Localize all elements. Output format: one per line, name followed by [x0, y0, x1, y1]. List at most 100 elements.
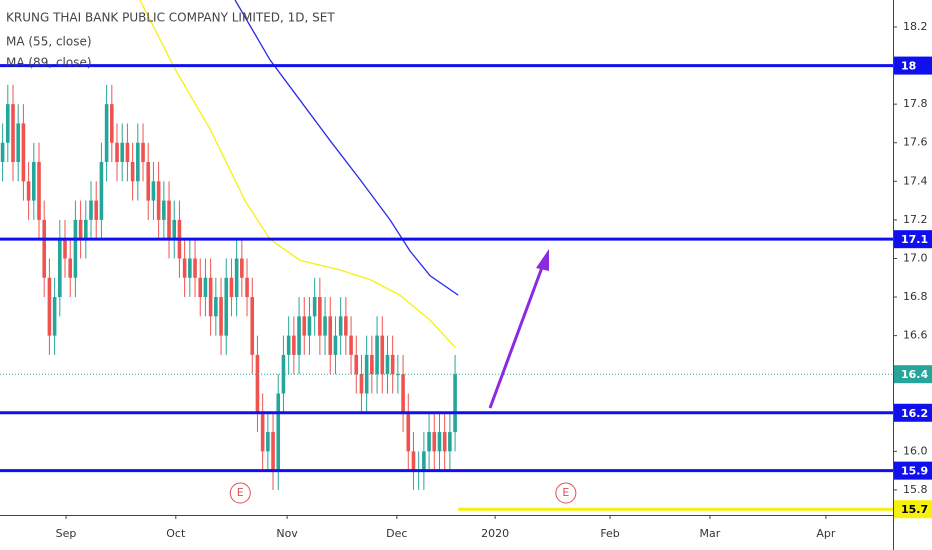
candle-body: [375, 335, 379, 375]
event-label: E: [237, 486, 244, 499]
candle-body: [172, 219, 177, 240]
candle-body: [115, 142, 119, 163]
candle-body: [411, 451, 416, 471]
candle-body: [354, 354, 359, 375]
event-marker: [555, 482, 577, 504]
candle-body: [162, 200, 166, 220]
candle-body: [6, 104, 10, 143]
candle-body: [21, 123, 26, 182]
candle-body: [146, 162, 151, 201]
candle-body: [338, 316, 343, 336]
moving-average: [139, 0, 456, 348]
candle-body: [214, 297, 218, 317]
candle-body: [323, 316, 327, 336]
candle-body: [370, 354, 374, 375]
candle-body: [292, 335, 296, 355]
candle-body: [385, 354, 390, 375]
candle-body: [89, 200, 93, 220]
candle-body: [234, 258, 239, 298]
y-tick-label: 17.8: [903, 97, 928, 110]
y-tick-label: 16.8: [903, 290, 928, 303]
candle-body: [78, 219, 83, 240]
price-label-box: [894, 230, 932, 249]
candle-body: [224, 277, 229, 336]
y-tick-label: 16.6: [903, 329, 928, 342]
candle-body: [52, 297, 57, 336]
legend-ma55: MA (55, close): [6, 35, 92, 49]
price-label: 16.2: [901, 407, 928, 420]
candle-body: [396, 374, 400, 376]
candle-body: [302, 316, 307, 336]
candle-body: [328, 316, 333, 355]
candle-body: [255, 354, 260, 413]
x-tick-label: Apr: [816, 527, 836, 540]
event-label: E: [562, 486, 569, 499]
candle-body: [245, 277, 249, 298]
candle-body: [63, 239, 67, 259]
candle-body: [442, 432, 447, 452]
candle-body: [333, 335, 338, 355]
candle-body: [406, 412, 411, 452]
y-tick-label: 17.0: [903, 251, 928, 264]
candle-body: [167, 200, 171, 240]
candle-body: [141, 142, 145, 163]
candle-body: [260, 412, 265, 452]
candle-body: [344, 316, 348, 336]
candle-body: [156, 181, 161, 220]
candle-body: [104, 104, 109, 163]
x-tick-label: Dec: [386, 527, 407, 540]
candle-body: [390, 354, 395, 375]
y-tick-label: 15.8: [903, 483, 928, 496]
axes: 15.8 16.0 16.2 16.4 16.6 16.8 17.0 17.2 17.4 17.6…: [56, 20, 932, 540]
candle-body: [401, 374, 405, 413]
candle-body: [219, 297, 223, 336]
y-tick-label: 17.6: [903, 136, 928, 149]
trend-arrow: [488, 261, 546, 409]
candle-body: [359, 374, 364, 394]
candle-body: [130, 162, 135, 182]
y-tick-label: 16.0: [903, 444, 928, 457]
candle-body: [349, 335, 353, 355]
candle-body: [427, 432, 431, 452]
candle-body: [11, 104, 15, 163]
price-label: 15.7: [901, 503, 928, 516]
candle-body: [99, 162, 104, 220]
candle-body: [73, 219, 78, 278]
candle-body: [453, 374, 457, 433]
candle-body: [437, 432, 442, 452]
x-tick-label: Feb: [600, 527, 619, 540]
candle-body: [16, 123, 21, 163]
candle-body: [307, 316, 312, 336]
candle-body: [47, 277, 52, 336]
x-tick-label: Mar: [700, 527, 721, 540]
candle-body: [110, 104, 114, 143]
price-label: 16.4: [901, 368, 928, 381]
x-tick-label: Sep: [56, 527, 77, 540]
x-tick-label: Oct: [166, 527, 186, 540]
x-tick-label: 2020: [481, 527, 509, 540]
candle-body: [188, 258, 192, 278]
x-tick-label: Nov: [276, 527, 298, 540]
price-label: 15.9: [901, 465, 928, 478]
candle-body: [68, 258, 73, 278]
price-label-box: [894, 365, 932, 384]
candle-body: [203, 277, 208, 298]
candle-body: [432, 432, 437, 452]
candle-body: [125, 142, 130, 163]
arrow-head: [536, 249, 549, 271]
candle-body: [32, 162, 36, 201]
candle-body: [151, 181, 156, 201]
price-label-box: [894, 56, 932, 75]
candle-body: [120, 142, 125, 163]
candle-body: [312, 297, 317, 317]
candle-body: [198, 277, 203, 298]
candle-body: [276, 393, 281, 471]
price-label: 18: [901, 60, 916, 73]
legend-title: KRUNG THAI BANK PUBLIC COMPANY LIMITED, …: [6, 11, 335, 25]
candle-body: [240, 258, 244, 278]
candle-body: [58, 239, 62, 298]
candle-body: [266, 432, 270, 452]
legend-ma89: MA (89, close): [6, 56, 92, 70]
